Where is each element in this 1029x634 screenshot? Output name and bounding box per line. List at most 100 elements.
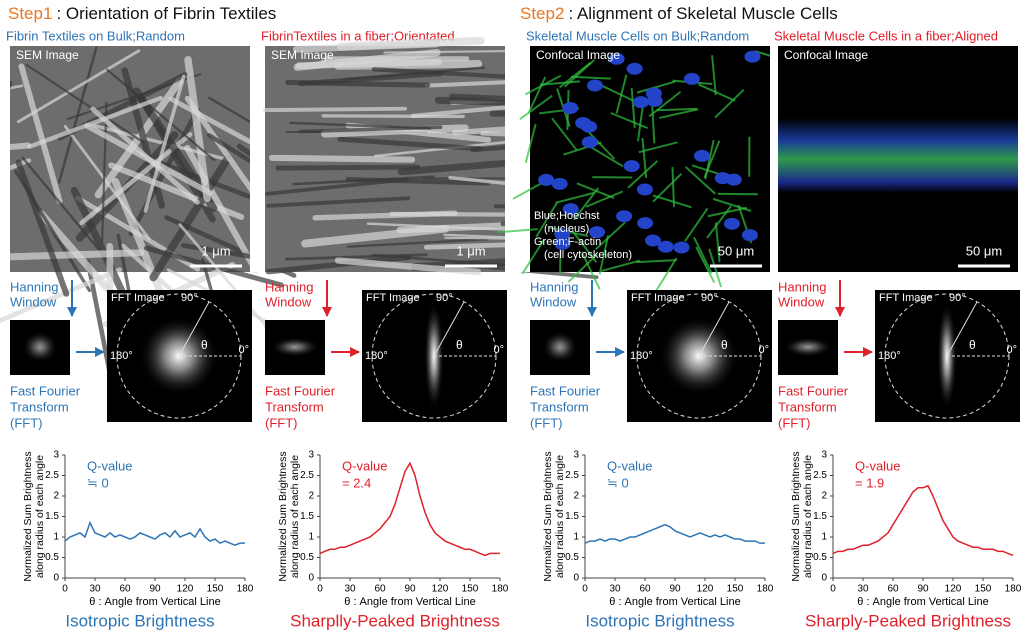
hanning-glow bbox=[270, 337, 320, 357]
angle-0: 0° bbox=[758, 344, 769, 356]
angle-90: 90° bbox=[949, 292, 966, 304]
stain-note: (nucleus) bbox=[544, 223, 589, 235]
image-label: Confocal Image bbox=[536, 48, 620, 62]
x-axis-label: θ : Angle from Vertical Line bbox=[609, 596, 740, 608]
y-tick-label: 0 bbox=[573, 573, 579, 584]
x-tick-label: 60 bbox=[639, 584, 651, 595]
nucleus bbox=[674, 242, 690, 254]
fft-caption: Transform bbox=[530, 399, 589, 414]
x-tick-label: 90 bbox=[669, 584, 681, 595]
nucleus bbox=[646, 87, 662, 99]
gutter bbox=[250, 46, 265, 272]
x-tick-label: 90 bbox=[404, 584, 416, 595]
angle-90: 90° bbox=[701, 292, 718, 304]
fiber-texture bbox=[323, 116, 463, 117]
y-axis-label: along radius of each angle bbox=[34, 455, 46, 578]
fiber-texture bbox=[265, 109, 405, 110]
y-axis-label: along radius of each angle bbox=[554, 455, 566, 578]
q-value: = 2.4 bbox=[342, 475, 371, 490]
y-tick-label: 3 bbox=[573, 450, 579, 461]
x-tick-label: 0 bbox=[62, 584, 68, 595]
x-tick-label: 60 bbox=[887, 584, 899, 595]
x-tick-label: 120 bbox=[697, 584, 714, 595]
nucleus bbox=[726, 174, 742, 186]
panel-caption: Isotropic Brightness bbox=[585, 611, 734, 630]
q-label: Q-value bbox=[855, 458, 901, 473]
scale-bar-label: 1 μm bbox=[456, 243, 485, 258]
hanning-label: Hanning bbox=[778, 279, 826, 294]
x-tick-label: 90 bbox=[149, 584, 161, 595]
y-axis-label: along radius of each angle bbox=[289, 455, 301, 578]
y-tick-label: 0.5 bbox=[813, 552, 827, 563]
aligned-fiber bbox=[778, 118, 1018, 193]
q-value: = 1.9 bbox=[855, 475, 884, 490]
y-tick-label: 0 bbox=[53, 573, 59, 584]
nucleus bbox=[742, 229, 758, 241]
hanning-label: Hanning bbox=[530, 279, 578, 294]
y-tick-label: 2.5 bbox=[565, 470, 579, 481]
q-label: Q-value bbox=[87, 458, 133, 473]
x-tick-label: 60 bbox=[119, 584, 131, 595]
fft-label: FFT Image bbox=[879, 292, 933, 304]
y-tick-label: 1.5 bbox=[565, 511, 579, 522]
hanning-glow bbox=[542, 331, 578, 363]
nucleus bbox=[658, 241, 674, 253]
step-title: : Alignment of Skeletal Muscle Cells bbox=[568, 4, 837, 23]
scale-bar-label: 1 μm bbox=[201, 243, 230, 258]
angle-0: 0° bbox=[493, 344, 504, 356]
image-label: SEM Image bbox=[271, 48, 334, 62]
y-axis-label: Normalized Sum Brightness bbox=[542, 451, 554, 581]
fft-caption: Transform bbox=[10, 399, 69, 414]
hanning-glow bbox=[22, 331, 58, 363]
y-tick-label: 0.5 bbox=[45, 552, 59, 563]
step-heading: Step1: Orientation of Fibrin Textiles bbox=[8, 4, 276, 23]
x-axis-label: θ : Angle from Vertical Line bbox=[857, 596, 988, 608]
panel-subtitle: Skeletal Muscle Cells in a fiber;Aligned bbox=[774, 28, 998, 43]
y-tick-label: 1 bbox=[573, 532, 579, 543]
y-tick-label: 0.5 bbox=[300, 552, 314, 563]
y-axis-label: Normalized Sum Brightness bbox=[277, 451, 289, 581]
hanning-label: Window bbox=[778, 294, 825, 309]
fft-caption: (FFT) bbox=[530, 415, 562, 430]
fft-caption: Transform bbox=[265, 399, 324, 414]
angle-180: 180° bbox=[365, 350, 388, 362]
angle-180: 180° bbox=[110, 350, 133, 362]
nucleus bbox=[624, 160, 640, 172]
y-tick-label: 2 bbox=[821, 491, 827, 502]
brightness-line bbox=[833, 486, 1013, 556]
y-tick-label: 1.5 bbox=[813, 511, 827, 522]
hanning-label: Window bbox=[10, 294, 57, 309]
fft-caption: Fast Fourier bbox=[530, 383, 601, 398]
hanning-label: Hanning bbox=[10, 279, 58, 294]
angle-0: 0° bbox=[238, 344, 249, 356]
y-tick-label: 3 bbox=[308, 450, 314, 461]
y-tick-label: 1 bbox=[821, 532, 827, 543]
theta: θ bbox=[969, 338, 976, 352]
x-tick-label: 30 bbox=[344, 584, 356, 595]
fft-label: FFT Image bbox=[111, 292, 165, 304]
scale-bar-label: 50 μm bbox=[966, 243, 1002, 258]
fft-caption: Transform bbox=[778, 399, 837, 414]
nucleus bbox=[724, 218, 740, 230]
q-label: Q-value bbox=[607, 458, 653, 473]
panel-caption: Isotropic Brightness bbox=[65, 611, 214, 630]
gutter bbox=[1018, 46, 1029, 272]
fft-label: FFT Image bbox=[631, 292, 685, 304]
x-tick-label: 180 bbox=[757, 584, 774, 595]
nucleus bbox=[587, 80, 603, 92]
x-tick-label: 30 bbox=[857, 584, 869, 595]
y-tick-label: 0 bbox=[821, 573, 827, 584]
x-tick-label: 0 bbox=[317, 584, 323, 595]
fft-caption: Fast Fourier bbox=[10, 383, 81, 398]
x-tick-label: 180 bbox=[492, 584, 509, 595]
image-label: Confocal Image bbox=[784, 48, 868, 62]
angle-0: 0° bbox=[1006, 344, 1017, 356]
gutter bbox=[770, 46, 778, 272]
nucleus bbox=[538, 174, 554, 186]
y-tick-label: 2 bbox=[308, 491, 314, 502]
x-tick-label: 90 bbox=[917, 584, 929, 595]
fft-caption: (FFT) bbox=[265, 415, 297, 430]
step-heading: Step2: Alignment of Skeletal Muscle Cell… bbox=[520, 4, 838, 23]
nucleus bbox=[627, 63, 643, 75]
theta: θ bbox=[456, 338, 463, 352]
